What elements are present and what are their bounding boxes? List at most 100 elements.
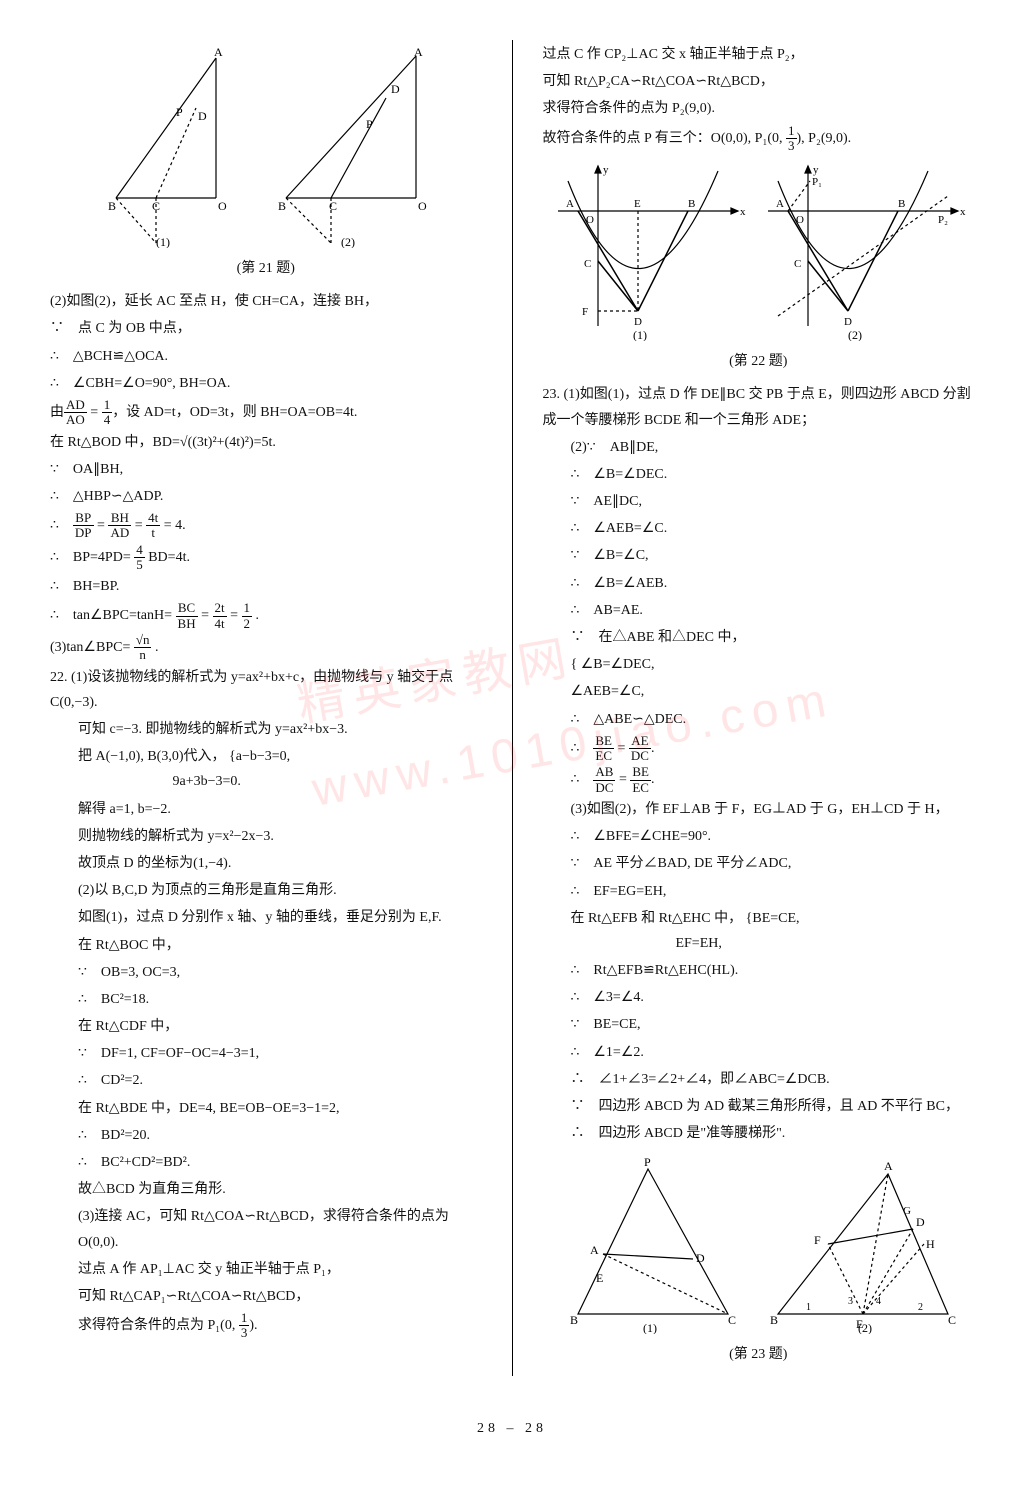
text-line: ∴ BPDP = BHAD = 4tt = 4. — [50, 511, 482, 541]
text-line: ∵ AE∥DC, — [542, 489, 974, 514]
svg-text:D: D — [198, 109, 207, 123]
svg-text:B: B — [570, 1313, 578, 1327]
figure-22: y A O E B x C F D y A O B P₂ x C D P₁ (1… — [548, 161, 968, 341]
text-line: ∴ CD²=2. — [50, 1068, 482, 1093]
text-line: 可知 Rt△P₂CA∽Rt△COA∽Rt△BCD， — [542, 69, 974, 94]
text-line: 把 A(−1,0), B(3,0)代入， {a−b−3=0, 9a+3b−3=0… — [50, 744, 482, 794]
text-line: (2)∵ AB∥DE, — [542, 435, 974, 460]
text-line: ∴ BC²=18. — [50, 987, 482, 1012]
right-column: 过点 C 作 CP₂⊥AC 交 x 轴正半轴于点 P₂， 可知 Rt△P₂CA∽… — [542, 40, 974, 1376]
text-line: ∵ DF=1, CF=OF−OC=4−3=1, — [50, 1041, 482, 1066]
t: ∴ tan∠BPC=tanH= — [50, 608, 176, 623]
page-number: 28 – 28 — [50, 1416, 974, 1441]
svg-text:O: O — [218, 199, 227, 213]
text-line: 在 Rt△CDF 中， — [50, 1014, 482, 1039]
text-line: 故符合条件的点 P 有三个：O(0,0), P₁(0, 13), P₂(9,0)… — [542, 124, 974, 154]
text-line: 过点 A 作 AP₁⊥AC 交 y 轴正半轴于点 P₁， — [50, 1257, 482, 1282]
svg-text:B: B — [108, 199, 116, 213]
svg-text:2: 2 — [918, 1302, 923, 1313]
text-line: 解得 a=1, b=−2. — [50, 797, 482, 822]
svg-text:B: B — [898, 198, 905, 210]
text-line: (2)如图(2)，延长 AC 至点 H，使 CH=CA，连接 BH， — [50, 289, 482, 314]
t: ∴ — [50, 518, 73, 533]
text-line: (3)tan∠BPC= √nn . — [50, 633, 482, 663]
svg-text:B: B — [770, 1313, 778, 1327]
text-line: ∵ ∠B=∠C, — [542, 543, 974, 568]
text-line: ∴ EF=EG=EH, — [542, 879, 974, 904]
text-line: ∵ AE 平分∠BAD, DE 平分∠ADC, — [542, 851, 974, 876]
left-column: A P D B C O E(H) A D P B C O H (1) (2) (… — [50, 40, 482, 1376]
svg-text:A: A — [566, 198, 574, 210]
figure-23: P A E D B C A G D F H E B C 1 2 3 4 (1) … — [548, 1154, 968, 1334]
text-line: ∴ ∠B=∠AEB. — [542, 571, 974, 596]
svg-text:1: 1 — [806, 1302, 811, 1313]
text-line: 求得符合条件的点为 P₁(0, 13). — [50, 1311, 482, 1341]
text-line: 故顶点 D 的坐标为(1,−4). — [50, 851, 482, 876]
text-line: ∵ 在△ABE 和△DEC 中， — [542, 625, 974, 650]
svg-text:O: O — [586, 214, 594, 226]
t: (3)tan∠BPC= — [50, 640, 134, 655]
svg-text:O: O — [796, 214, 804, 226]
svg-text:D: D — [391, 82, 400, 96]
svg-text:4: 4 — [876, 1296, 881, 1307]
svg-text:C: C — [728, 1313, 736, 1327]
text-line: 故△BCD 为直角三角形. — [50, 1177, 482, 1202]
svg-text:(2): (2) — [858, 1321, 872, 1334]
text-line: ∴ BP=4PD= 45 BD=4t. — [50, 543, 482, 573]
text-line: 在 Rt△BOD 中，BD=√((3t)²+(4t)²)=5t. — [50, 430, 482, 455]
text-line: ∴ Rt△EFB≌Rt△EHC(HL). — [542, 958, 974, 983]
svg-text:D: D — [916, 1215, 925, 1229]
svg-text:x: x — [740, 206, 746, 218]
fig23-caption: (第 23 题) — [542, 1342, 974, 1367]
svg-text:E: E — [634, 198, 641, 210]
text-line: 求得符合条件的点为 P₂(9,0). — [542, 96, 974, 121]
text-line: ∴ BH=BP. — [50, 574, 482, 599]
text-line: ∴ ∠B=∠DEC. — [542, 462, 974, 487]
svg-text:F: F — [582, 306, 588, 318]
svg-text:A: A — [884, 1159, 893, 1173]
svg-text:A: A — [776, 198, 784, 210]
text-line: ∴ ∠CBH=∠O=90°, BH=OA. — [50, 371, 482, 396]
text-line: 在 Rt△BDE 中，DE=4, BE=OB−OE=3−1=2, — [50, 1096, 482, 1121]
svg-text:D: D — [634, 316, 642, 328]
text-line: ∵ OB=3, OC=3, — [50, 960, 482, 985]
svg-text:3: 3 — [848, 1296, 853, 1307]
svg-text:C: C — [794, 258, 801, 270]
text-line: ∴ ∠1=∠2. — [542, 1040, 974, 1065]
fig21-caption: (第 21 题) — [50, 256, 482, 281]
svg-text:B: B — [278, 199, 286, 213]
text-line: ∵ BE=CE, — [542, 1012, 974, 1037]
svg-text:P: P — [366, 117, 373, 131]
svg-text:A: A — [590, 1243, 599, 1257]
text-line: 如图(1)，过点 D 分别作 x 轴、y 轴的垂线，垂足分别为 E,F. — [50, 905, 482, 930]
svg-text:G: G — [903, 1205, 911, 1217]
figure-21: A P D B C O E(H) A D P B C O H (1) (2) — [86, 48, 446, 248]
text-line: 在 Rt△EFB 和 Rt△EHC 中， {BE=CE, EF=EH, — [542, 906, 974, 956]
text-line: ∴ △ABE∽△DEC. — [542, 707, 974, 732]
text-line: ∴ ∠3=∠4. — [542, 985, 974, 1010]
t: ∴ BP=4PD= — [50, 550, 134, 565]
svg-text:x: x — [960, 206, 966, 218]
text-line: (3)如图(2)，作 EF⊥AB 于 F，EG⊥AD 于 G，EH⊥CD 于 H… — [542, 797, 974, 822]
text-line: ∵ 点 C 为 OB 中点， — [50, 316, 482, 341]
svg-text:y: y — [603, 164, 609, 176]
text-line: ∴ ∠1+∠3=∠2+∠4，即∠ABC=∠DCB. — [542, 1067, 974, 1092]
text-line: ∴ AB=AE. — [542, 598, 974, 623]
text-line: 可知 Rt△CAP₁∽Rt△COA∽Rt△BCD， — [50, 1284, 482, 1309]
t: 由 — [50, 405, 64, 420]
q22-heading: 22. (1)设该抛物线的解析式为 y=ax²+bx+c，由抛物线与 y 轴交于… — [50, 665, 482, 715]
text-line: 过点 C 作 CP₂⊥AC 交 x 轴正半轴于点 P₂， — [542, 42, 974, 67]
text-line: (2)以 B,C,D 为顶点的三角形是直角三角形. — [50, 878, 482, 903]
svg-text:P₂: P₂ — [938, 214, 948, 226]
svg-text:C: C — [152, 199, 160, 213]
svg-text:P: P — [176, 105, 183, 119]
text-line: { ∠B=∠DEC, — [542, 652, 974, 677]
svg-text:(1): (1) — [643, 1321, 657, 1334]
svg-text:C: C — [584, 258, 591, 270]
text-line: 由ADAO = 14，设 AD=t，OD=3t，则 BH=OA=OB=4t. — [50, 398, 482, 428]
text-line: ∴ BD²=20. — [50, 1123, 482, 1148]
svg-text:P₁: P₁ — [812, 176, 822, 188]
svg-text:H: H — [326, 245, 335, 248]
svg-text:D: D — [844, 316, 852, 328]
text-line: ∠AEB=∠C, — [542, 679, 974, 704]
